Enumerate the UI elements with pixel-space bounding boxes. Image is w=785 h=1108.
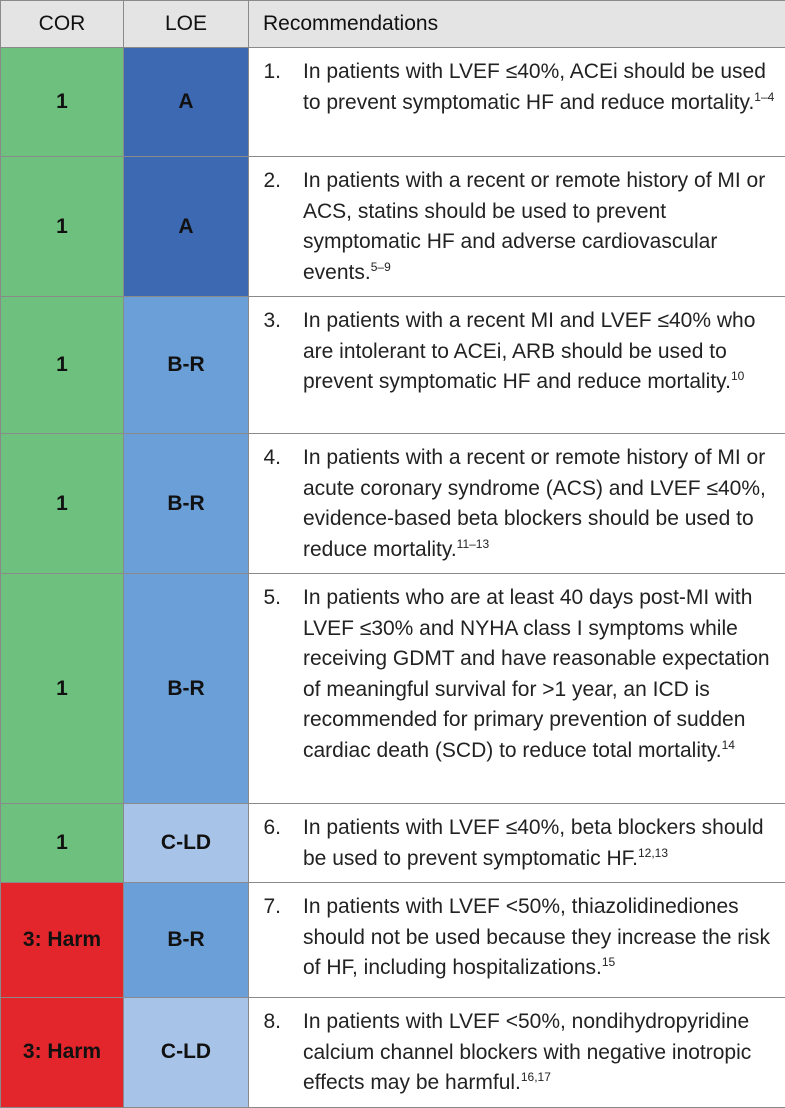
reference: 16,17 xyxy=(521,1070,551,1084)
recommendation-cell: 8.In patients with LVEF <50%, nondihydro… xyxy=(249,998,785,1108)
reference: 15 xyxy=(602,955,615,969)
recommendation-text-block: In patients who are at least 40 days pos… xyxy=(303,583,777,766)
recommendation-cell: 7.In patients with LVEF <50%, thiazolidi… xyxy=(249,883,785,998)
recommendation-text-block: In patients with LVEF <50%, thiazolidine… xyxy=(303,892,777,984)
item-number: 6. xyxy=(249,813,303,874)
reference: 12,13 xyxy=(638,846,668,860)
recommendation-cell: 4.In patients with a recent or remote hi… xyxy=(249,434,785,574)
header-row: COR LOE Recommendations xyxy=(1,1,785,48)
reference: 5–9 xyxy=(371,260,391,274)
recommendation-text-block: In patients with LVEF <50%, nondihydropy… xyxy=(303,1007,777,1099)
cor-cell: 1 xyxy=(1,297,124,434)
recommendation-text: In patients with LVEF ≤40%, ACEi should … xyxy=(303,60,766,114)
loe-cell: B-R xyxy=(124,297,249,434)
recommendation-text-block: In patients with LVEF ≤40%, beta blocker… xyxy=(303,813,777,874)
loe-cell: C-LD xyxy=(124,804,249,883)
recommendation: 4.In patients with a recent or remote hi… xyxy=(249,443,777,565)
loe-cell: B-R xyxy=(124,883,249,998)
item-number: 3. xyxy=(249,306,303,398)
cor-cell: 3: Harm xyxy=(1,998,124,1108)
reference: 14 xyxy=(722,738,735,752)
recommendation-text-block: In patients with a recent MI and LVEF ≤4… xyxy=(303,306,777,398)
recommendation: 1.In patients with LVEF ≤40%, ACEi shoul… xyxy=(249,57,777,118)
header-cell: Recommendations xyxy=(249,1,785,48)
item-number: 8. xyxy=(249,1007,303,1099)
loe-cell: A xyxy=(124,157,249,297)
reference: 11–13 xyxy=(457,537,489,551)
recommendation-cell: 3.In patients with a recent MI and LVEF … xyxy=(249,297,785,434)
recommendation-cell: 2.In patients with a recent or remote hi… xyxy=(249,157,785,297)
recommendation-text: In patients with a recent MI and LVEF ≤4… xyxy=(303,309,755,393)
recommendation-text: In patients with LVEF <50%, thiazolidine… xyxy=(303,895,770,979)
recommendation: 8.In patients with LVEF <50%, nondihydro… xyxy=(249,1007,777,1099)
recommendation-text: In patients who are at least 40 days pos… xyxy=(303,586,770,762)
loe-cell: B-R xyxy=(124,574,249,804)
recommendation-cell: 1.In patients with LVEF ≤40%, ACEi shoul… xyxy=(249,48,785,157)
item-number: 5. xyxy=(249,583,303,766)
recommendation-cell: 6.In patients with LVEF ≤40%, beta block… xyxy=(249,804,785,883)
header-cell: COR xyxy=(1,1,124,48)
item-number: 1. xyxy=(249,57,303,118)
recommendation-text-block: In patients with LVEF ≤40%, ACEi should … xyxy=(303,57,777,118)
recommendation-cell: 5.In patients who are at least 40 days p… xyxy=(249,574,785,804)
recommendation-text-block: In patients with a recent or remote hist… xyxy=(303,443,777,565)
reference: 1–4 xyxy=(754,90,774,104)
recommendation: 5.In patients who are at least 40 days p… xyxy=(249,583,777,766)
recommendation: 3.In patients with a recent MI and LVEF … xyxy=(249,306,777,398)
loe-cell: C-LD xyxy=(124,998,249,1108)
item-number: 7. xyxy=(249,892,303,984)
recommendation: 7.In patients with LVEF <50%, thiazolidi… xyxy=(249,892,777,984)
item-number: 2. xyxy=(249,166,303,288)
cor-cell: 1 xyxy=(1,157,124,297)
recommendation: 2.In patients with a recent or remote hi… xyxy=(249,166,777,288)
recommendation-text: In patients with a recent or remote hist… xyxy=(303,446,766,561)
cor-cell: 3: Harm xyxy=(1,883,124,998)
cor-cell: 1 xyxy=(1,804,124,883)
loe-cell: B-R xyxy=(124,434,249,574)
recommendation-text: In patients with LVEF ≤40%, beta blocker… xyxy=(303,816,764,870)
loe-cell: A xyxy=(124,48,249,157)
recommendation-text-block: In patients with a recent or remote hist… xyxy=(303,166,777,288)
reference: 10 xyxy=(731,369,744,383)
item-number: 4. xyxy=(249,443,303,565)
cor-cell: 1 xyxy=(1,574,124,804)
cor-cell: 1 xyxy=(1,48,124,157)
recommendation: 6.In patients with LVEF ≤40%, beta block… xyxy=(249,813,777,874)
cor-cell: 1 xyxy=(1,434,124,574)
header-cell: LOE xyxy=(124,1,249,48)
